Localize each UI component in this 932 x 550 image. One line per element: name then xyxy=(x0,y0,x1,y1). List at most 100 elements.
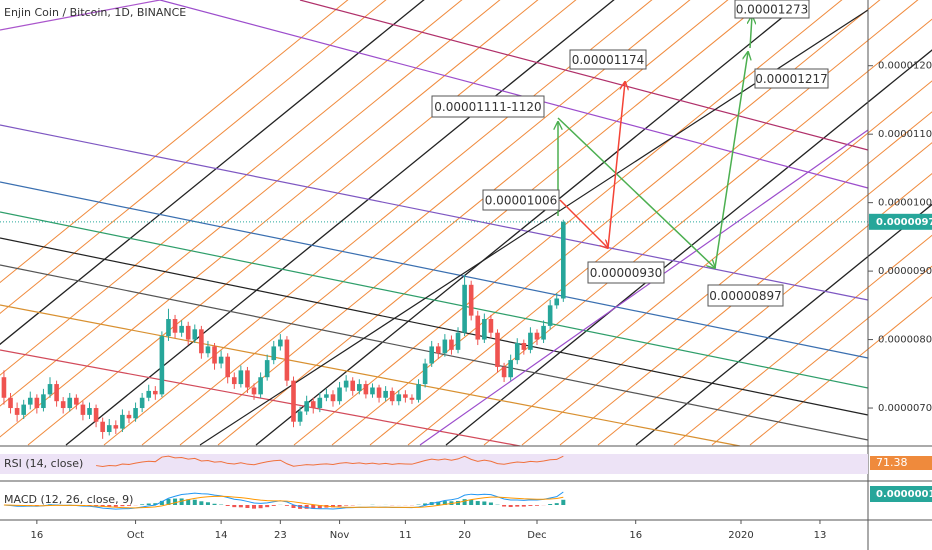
trend-line xyxy=(0,0,349,284)
annotation-text: 0.00001111-1120 xyxy=(434,100,541,114)
candle-body xyxy=(291,380,296,422)
macd-histogram xyxy=(179,498,184,505)
annotations: 0.00001273 0.00001174 0.00001217 0.00001111… xyxy=(431,0,829,307)
candle-body xyxy=(120,414,125,429)
candle-body xyxy=(284,339,290,381)
macd-histogram xyxy=(291,505,296,508)
candle-body xyxy=(271,346,277,361)
candle-body xyxy=(264,360,270,378)
candle-body xyxy=(67,397,73,409)
candle-body xyxy=(21,404,26,415)
macd-histogram xyxy=(337,505,342,507)
macd-histogram xyxy=(166,498,171,505)
candle-body xyxy=(87,408,92,415)
x-tick-label: 11 xyxy=(399,530,412,541)
rsi-line xyxy=(96,455,564,467)
candle-body xyxy=(34,397,40,409)
macd-histogram xyxy=(311,505,316,509)
chart-title: Enjin Coin / Bitcoin, 1D, BINANCE xyxy=(4,6,186,19)
candle-body xyxy=(106,425,112,432)
macd-histogram xyxy=(521,505,526,507)
macd-histogram xyxy=(265,505,270,508)
candle-body xyxy=(521,342,527,350)
candle-body xyxy=(370,387,375,395)
macd-histogram xyxy=(330,505,335,508)
macd-label: MACD (12, 26, close, 9) xyxy=(4,493,133,506)
candle-body xyxy=(146,390,152,398)
macd-histogram xyxy=(126,505,131,506)
macd-histogram xyxy=(107,505,112,507)
candle-body xyxy=(376,387,382,398)
candle-body xyxy=(416,384,421,400)
arrow xyxy=(714,52,748,269)
annotation-box xyxy=(707,284,784,307)
x-tick-label: Oct xyxy=(127,530,144,541)
candle-body xyxy=(153,390,158,395)
trend-line xyxy=(483,80,932,446)
rsi-value: 71.38 xyxy=(876,456,908,469)
candle-body xyxy=(60,401,66,409)
candle-body xyxy=(528,332,533,350)
macd-histogram xyxy=(548,504,553,505)
candle-body xyxy=(488,319,494,333)
candle-body xyxy=(133,408,138,419)
candle-body xyxy=(389,390,395,402)
candle-body xyxy=(113,425,119,429)
candle-body xyxy=(468,284,474,316)
macd-value: 0.00000012 xyxy=(876,489,932,500)
trend-line xyxy=(0,0,161,31)
trend-line xyxy=(559,142,932,446)
trend-line xyxy=(65,0,615,446)
macd-histogram xyxy=(528,505,533,506)
x-tick-label: 14 xyxy=(215,530,228,541)
trend-line xyxy=(0,0,539,438)
arrow xyxy=(557,117,715,268)
candle-body xyxy=(317,397,323,409)
trend-line xyxy=(0,264,869,441)
macd-histogram xyxy=(508,505,513,508)
candle-body xyxy=(383,390,388,398)
candle-body xyxy=(429,346,434,364)
candle-body xyxy=(304,401,309,412)
candle-body xyxy=(403,394,408,398)
candle-body xyxy=(245,370,250,388)
candle-body xyxy=(337,387,342,402)
candle-body xyxy=(324,394,329,398)
trend-line xyxy=(369,0,919,446)
trend-line xyxy=(711,265,932,446)
candle-body xyxy=(205,346,211,354)
annotation-text: 0.00001174 xyxy=(572,53,645,67)
candle-body xyxy=(8,397,13,409)
candle-body xyxy=(534,332,540,340)
macd-histogram xyxy=(140,504,145,505)
annotation-box xyxy=(754,68,829,89)
candle-body xyxy=(27,397,33,405)
trend-line xyxy=(217,0,767,446)
macd-histogram xyxy=(192,499,197,505)
candle-body xyxy=(495,332,500,367)
trend-line xyxy=(0,124,869,301)
trend-line xyxy=(0,0,501,407)
candle-body xyxy=(475,315,481,340)
trend-line xyxy=(0,0,425,346)
annotation-text: 0.00000897 xyxy=(709,289,782,303)
candle-body xyxy=(422,363,428,385)
arrow xyxy=(607,82,625,249)
x-tick-label: 23 xyxy=(274,530,287,541)
candle-body xyxy=(330,394,336,402)
candle-body xyxy=(357,384,362,391)
candle-body xyxy=(501,366,507,378)
candle-body xyxy=(218,356,224,364)
last-price-label: 0.00000972 xyxy=(876,217,932,228)
trend-line xyxy=(27,0,577,446)
rsi-value-box xyxy=(870,456,932,470)
candle-body xyxy=(199,329,204,354)
trend-line xyxy=(0,0,387,315)
macd-histogram xyxy=(120,505,125,507)
trend-line xyxy=(0,237,869,416)
macd-histogram xyxy=(258,505,263,509)
macd-histogram xyxy=(238,505,243,508)
macd-histogram xyxy=(205,502,210,505)
